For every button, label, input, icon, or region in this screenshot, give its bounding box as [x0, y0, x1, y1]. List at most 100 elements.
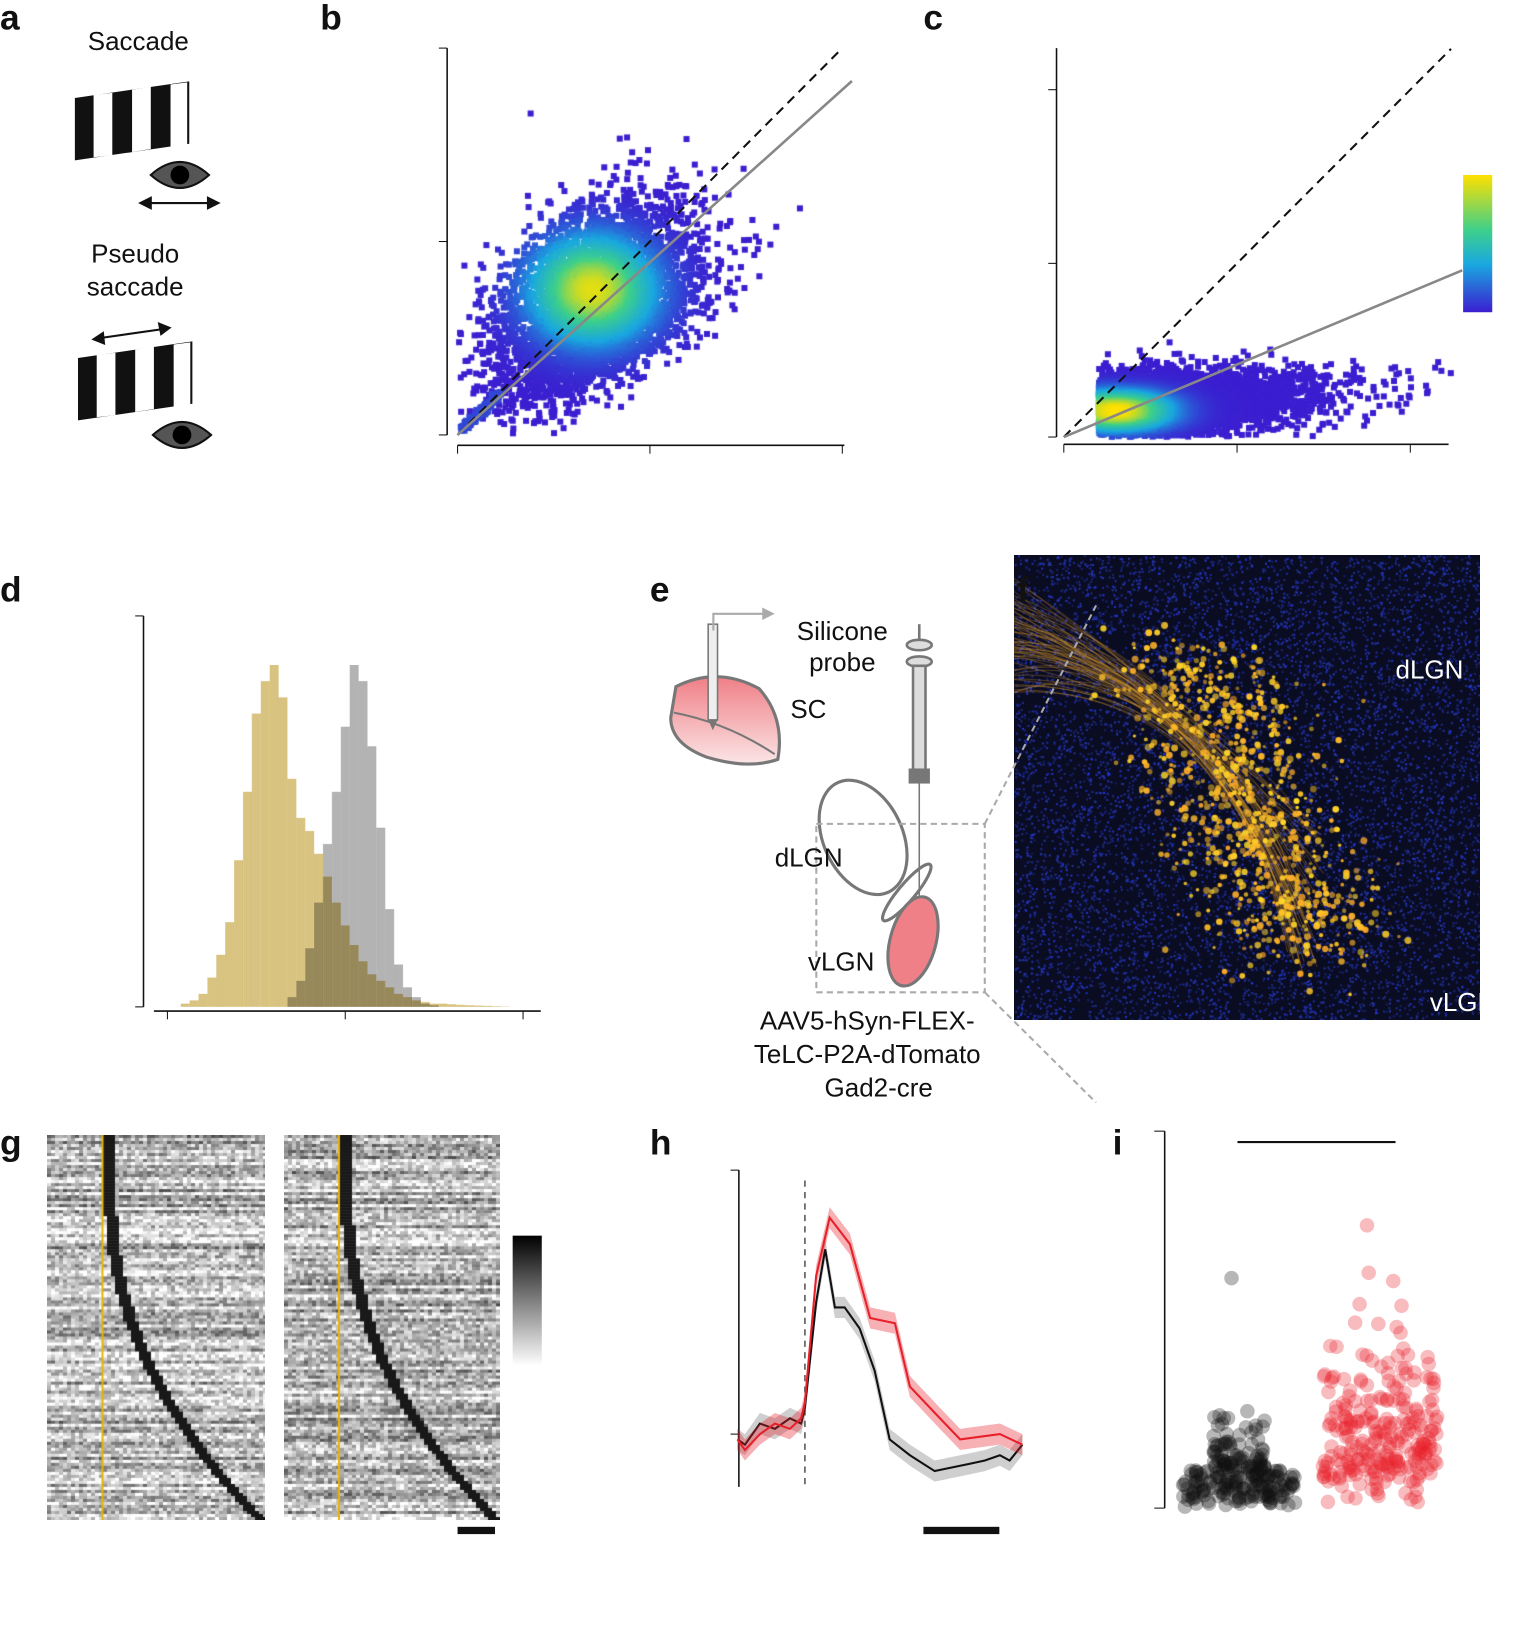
control-data-point: [1249, 1472, 1265, 1487]
telc-data-point: [1379, 1455, 1395, 1471]
histogram-bar-vlgn: [483, 1005, 492, 1007]
telc-data-point: [1405, 1410, 1420, 1425]
telc-data-point: [1343, 1415, 1359, 1430]
telc-data-point: [1379, 1392, 1395, 1407]
telc-data-point: [1391, 1470, 1407, 1485]
control-data-point: [1220, 1490, 1236, 1506]
histogram-bar-retina: [340, 726, 350, 1007]
control-data-point: [1262, 1468, 1277, 1483]
control-data-point: [1194, 1471, 1209, 1486]
control-data-point: [1214, 1480, 1229, 1496]
histogram-bar-vlgn: [349, 944, 359, 1007]
control-data-point: [1253, 1462, 1268, 1477]
control-data-point: [1227, 1462, 1243, 1477]
telc-data-point: [1338, 1420, 1353, 1436]
control-data-point: [1188, 1489, 1204, 1505]
control-data-point: [1245, 1467, 1261, 1482]
telc-data-point: [1353, 1403, 1368, 1418]
telc-data-point: [1429, 1426, 1444, 1442]
control-data-point: [1232, 1450, 1248, 1466]
telc-data-point: [1369, 1452, 1384, 1467]
control-data-point: [1223, 1477, 1239, 1493]
control-data-point: [1261, 1487, 1277, 1503]
telc-data-point: [1390, 1454, 1406, 1470]
histogram-bar-vlgn: [296, 817, 306, 1007]
panel-e-diagram: Silicone probe SC dLGN vLGN AAV5-hSyn-FL…: [669, 605, 1097, 1104]
control-data-point: [1228, 1473, 1244, 1489]
panel-label-h: h: [650, 1124, 672, 1163]
telc-data-point: [1423, 1466, 1438, 1481]
telc-data-point: [1317, 1453, 1333, 1469]
telc-data-point: [1409, 1459, 1425, 1474]
telc-data-point: [1335, 1395, 1351, 1411]
telc-data-point: [1386, 1378, 1402, 1394]
control-data-point: [1209, 1439, 1224, 1454]
histogram-bar-vlgn: [340, 925, 350, 1007]
control-data-point: [1217, 1436, 1233, 1451]
telc-data-point: [1411, 1450, 1427, 1465]
control-data-point: [1244, 1437, 1260, 1452]
histogram-bar-vlgn: [385, 987, 395, 1007]
telc-data-point: [1333, 1445, 1348, 1460]
histogram-bar-vlgn: [234, 860, 243, 1007]
histogram-bar-vlgn: [305, 830, 315, 1007]
telc-data-point: [1371, 1316, 1386, 1332]
histogram-bar-vlgn: [403, 997, 412, 1007]
telc-data-point: [1396, 1341, 1411, 1356]
control-data-point: [1200, 1482, 1215, 1497]
telc-data-point: [1410, 1494, 1425, 1510]
eye-icon: [151, 421, 213, 449]
telc-data-point: [1379, 1445, 1394, 1461]
control-data-point: [1249, 1473, 1264, 1488]
control-data-point: [1267, 1463, 1283, 1479]
control-data-point: [1206, 1444, 1221, 1459]
telc-data-point: [1389, 1433, 1405, 1449]
control-data-point: [1272, 1489, 1288, 1505]
telc-data-point: [1371, 1488, 1386, 1504]
mouse-line-label: Gad2-cre: [825, 1072, 933, 1102]
silicone-probe-icon: [707, 607, 775, 731]
telc-data-point: [1412, 1446, 1427, 1462]
control-data-point: [1238, 1491, 1253, 1506]
telc-data-point: [1427, 1442, 1443, 1457]
control-data-point: [1196, 1482, 1212, 1498]
telc-data-point: [1415, 1435, 1430, 1451]
control-data-point: [1202, 1475, 1218, 1491]
control-data-point: [1230, 1463, 1245, 1479]
telc-data-point: [1427, 1453, 1442, 1469]
telc-data-point: [1393, 1462, 1408, 1477]
telc-data-point: [1394, 1429, 1410, 1445]
sc-label: SC: [790, 694, 826, 724]
telc-data-point: [1423, 1457, 1439, 1473]
telc-heatmap: [284, 1135, 500, 1520]
panel-label-d: d: [0, 570, 22, 609]
micrograph-image: [1014, 555, 1480, 1020]
telc-data-point: [1351, 1452, 1366, 1467]
telc-data-point: [1359, 1218, 1375, 1233]
telc-data-point: [1370, 1459, 1385, 1475]
panel-label-e: e: [650, 570, 670, 609]
telc-data-point: [1335, 1421, 1350, 1437]
control-data-point: [1254, 1441, 1270, 1457]
control-data-point: [1177, 1499, 1193, 1514]
telc-data-point: [1353, 1374, 1369, 1389]
telc-data-point: [1424, 1392, 1440, 1408]
telc-data-point: [1316, 1466, 1332, 1482]
telc-data-point: [1381, 1373, 1396, 1389]
telc-data-point: [1398, 1439, 1413, 1454]
telc-data-point: [1324, 1370, 1340, 1386]
control-data-point: [1222, 1456, 1238, 1471]
telc-data-point: [1407, 1453, 1423, 1469]
control-data-point: [1228, 1493, 1243, 1509]
panel-c-chart: [1048, 48, 1493, 453]
double-arrow-icon: [138, 196, 221, 210]
panel-label-c: c: [923, 0, 943, 37]
control-data-point: [1244, 1460, 1259, 1475]
control-data-point: [1229, 1448, 1245, 1463]
control-data-point: [1219, 1426, 1235, 1442]
telc-data-point: [1364, 1471, 1379, 1487]
telc-line: [736, 1215, 1023, 1452]
telc-data-point: [1380, 1365, 1396, 1381]
histogram-bar-vlgn: [278, 697, 288, 1007]
control-data-point: [1241, 1489, 1257, 1505]
